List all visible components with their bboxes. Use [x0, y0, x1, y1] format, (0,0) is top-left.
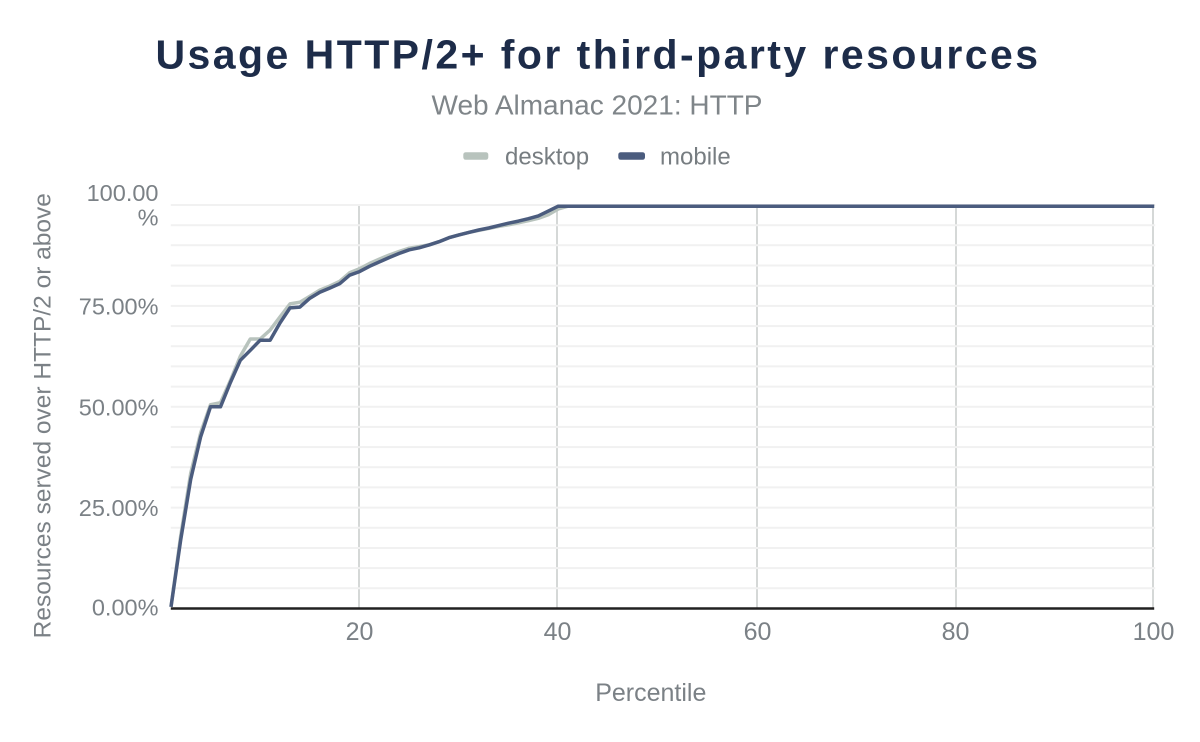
svg-text:mobile: mobile: [660, 143, 731, 170]
svg-text:25.00%: 25.00%: [79, 495, 159, 521]
svg-text:Web Almanac 2021: HTTP: Web Almanac 2021: HTTP: [432, 90, 763, 121]
svg-text:Percentile: Percentile: [595, 679, 706, 707]
svg-text:100.00: 100.00: [87, 180, 159, 206]
svg-text:%: %: [138, 204, 159, 230]
svg-text:80: 80: [942, 618, 970, 646]
svg-text:60: 60: [744, 618, 772, 646]
svg-text:20: 20: [346, 618, 374, 646]
svg-text:100: 100: [1133, 618, 1175, 646]
svg-text:50.00%: 50.00%: [79, 394, 159, 420]
svg-text:40: 40: [544, 618, 572, 646]
svg-text:75.00%: 75.00%: [79, 294, 159, 320]
svg-text:0.00%: 0.00%: [92, 594, 159, 620]
svg-text:Resources served over HTTP/2 o: Resources served over HTTP/2 or above: [29, 193, 56, 638]
svg-text:desktop: desktop: [505, 143, 589, 170]
svg-text:Usage HTTP/2+ for third-party: Usage HTTP/2+ for third-party resources: [155, 32, 1040, 78]
